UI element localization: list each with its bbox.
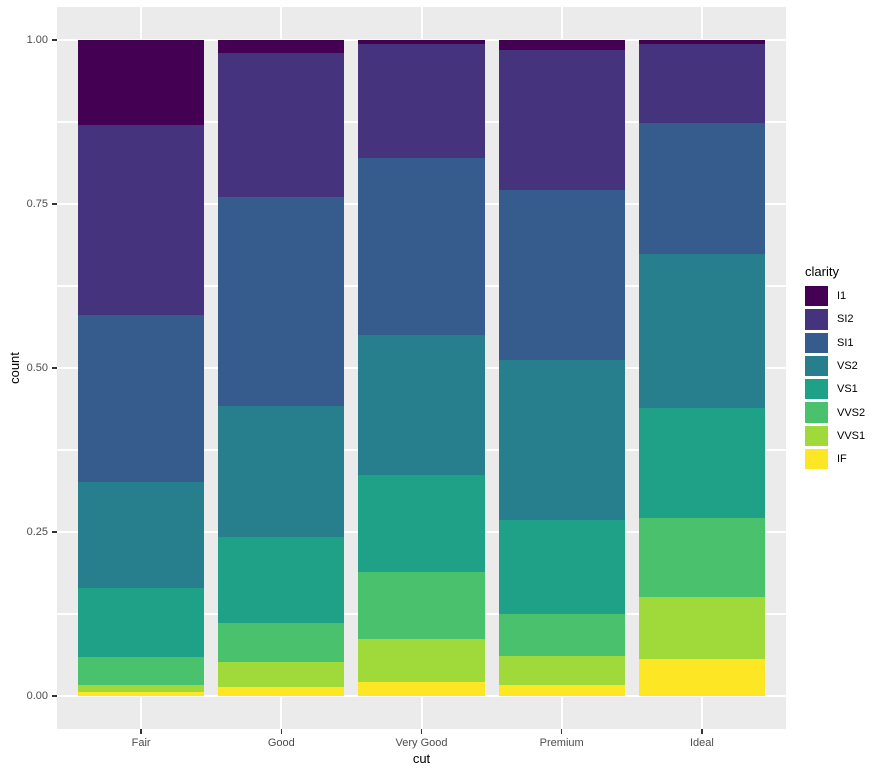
x-tick (420, 729, 423, 734)
legend-label: VVS1 (837, 429, 866, 442)
segment-fair-si1 (78, 315, 205, 482)
legend-items: I1 SI2 SI1 VS2 VS1 VVS2 VVS1 IF (805, 286, 866, 470)
x-axis-title: cut (412, 751, 431, 766)
segment-ideal-si1 (638, 123, 765, 254)
segment-good-if (218, 686, 345, 697)
segment-premium-vs2 (498, 360, 625, 520)
segment-ideal-if (638, 659, 765, 697)
segment-premium-if (498, 685, 625, 697)
segment-ideal-vs2 (638, 253, 765, 409)
x-tick-label: Very Good (395, 737, 448, 749)
segment-ideal-vvs1 (638, 596, 765, 660)
segment-very-good-if (358, 681, 485, 697)
segment-very-good-vs2 (358, 334, 485, 476)
segment-good-vs1 (218, 536, 345, 624)
segment-premium-vvs2 (498, 614, 625, 656)
segment-ideal-i1 (638, 39, 765, 45)
x-tick-label: Fair (131, 737, 151, 749)
segment-good-vs2 (218, 405, 345, 537)
y-axis-title: count (7, 352, 22, 384)
legend-key-si2-swatch (805, 309, 828, 330)
legend-item-vs2: VS2 (805, 355, 865, 377)
legend-item-i1: I1 (805, 286, 865, 307)
segment-good-vvs2 (218, 623, 345, 662)
y-tick (52, 203, 57, 205)
segment-very-good-vvs1 (358, 638, 485, 682)
segment-ideal-si2 (638, 44, 765, 124)
x-tick (560, 729, 563, 734)
segment-very-good-si2 (358, 44, 485, 159)
segment-fair-vs2 (78, 481, 205, 589)
legend-label: I1 (837, 290, 847, 303)
bar-premium (498, 39, 625, 697)
legend-key-if-swatch (805, 449, 828, 470)
x-tick (140, 729, 142, 734)
segment-very-good-vvs2 (358, 571, 485, 639)
legend-item-vvs1: VVS1 (805, 425, 866, 447)
y-tick-label: 0.25 (26, 526, 48, 539)
y-tick-label: 1.00 (26, 33, 48, 46)
segment-premium-vvs1 (498, 655, 625, 686)
legend-item-si1: SI1 (805, 332, 865, 353)
segment-premium-vs1 (498, 519, 625, 615)
legend-key-vvs1-swatch (805, 425, 828, 447)
segment-ideal-vvs2 (638, 517, 765, 597)
legend-label: SI1 (837, 336, 854, 349)
segment-good-si2 (218, 52, 345, 198)
y-tick-label: 0.75 (26, 197, 48, 210)
segment-good-i1 (218, 39, 345, 53)
legend-key-si1-swatch (805, 332, 828, 353)
y-tick (52, 39, 57, 41)
segment-good-vvs1 (218, 661, 345, 687)
y-tick-label: 0.50 (26, 362, 48, 374)
y-tick-label: 0.00 (26, 690, 48, 703)
legend-key-i1-swatch (805, 286, 828, 307)
y-tick (52, 695, 57, 697)
segment-ideal-vs1 (638, 408, 765, 518)
legend-title: clarity (805, 264, 839, 279)
segment-fair-vs1 (78, 588, 205, 658)
legend-label: SI2 (837, 313, 854, 326)
legend-key-vs2-swatch (805, 355, 828, 377)
segment-premium-i1 (498, 39, 625, 50)
segment-good-si1 (218, 197, 345, 406)
y-tick (52, 367, 57, 369)
legend-key-vs1-swatch (805, 379, 828, 400)
legend-item-if: IF (805, 449, 865, 470)
bar-ideal (638, 39, 765, 697)
segment-very-good-i1 (358, 39, 485, 45)
segment-premium-si2 (498, 49, 625, 190)
legend-item-vvs2: VVS2 (805, 402, 866, 423)
x-tick-label: Ideal (689, 737, 714, 749)
legend-item-vs1: VS1 (805, 379, 865, 400)
legend-label: VS2 (837, 360, 858, 373)
y-tick (52, 531, 57, 533)
segment-very-good-vs1 (358, 475, 485, 572)
segment-premium-si1 (498, 189, 625, 361)
x-tick-label: Premium (539, 737, 584, 749)
legend-label: VVS2 (837, 406, 866, 419)
x-tick (701, 729, 703, 734)
legend-item-si2: SI2 (805, 309, 865, 330)
bar-good (218, 39, 345, 697)
segment-very-good-si1 (358, 158, 485, 335)
bar-fair (78, 39, 205, 697)
legend-label: IF (837, 453, 847, 466)
segment-fair-si2 (78, 125, 205, 316)
segment-fair-vvs2 (78, 657, 205, 686)
legend-label: VS1 (837, 383, 858, 396)
segment-fair-i1 (78, 39, 205, 126)
legend-key-vvs2-swatch (805, 402, 828, 423)
segment-fair-vvs1 (78, 685, 205, 693)
legend: clarity I1 SI2 SI1 VS2 VS1 VVS2 VVS1 IF (805, 264, 865, 472)
plot-panel (57, 7, 786, 729)
segment-fair-if (78, 692, 205, 697)
bar-very-good (358, 39, 485, 697)
x-tick-label: Good (267, 737, 295, 749)
x-tick (280, 729, 283, 734)
